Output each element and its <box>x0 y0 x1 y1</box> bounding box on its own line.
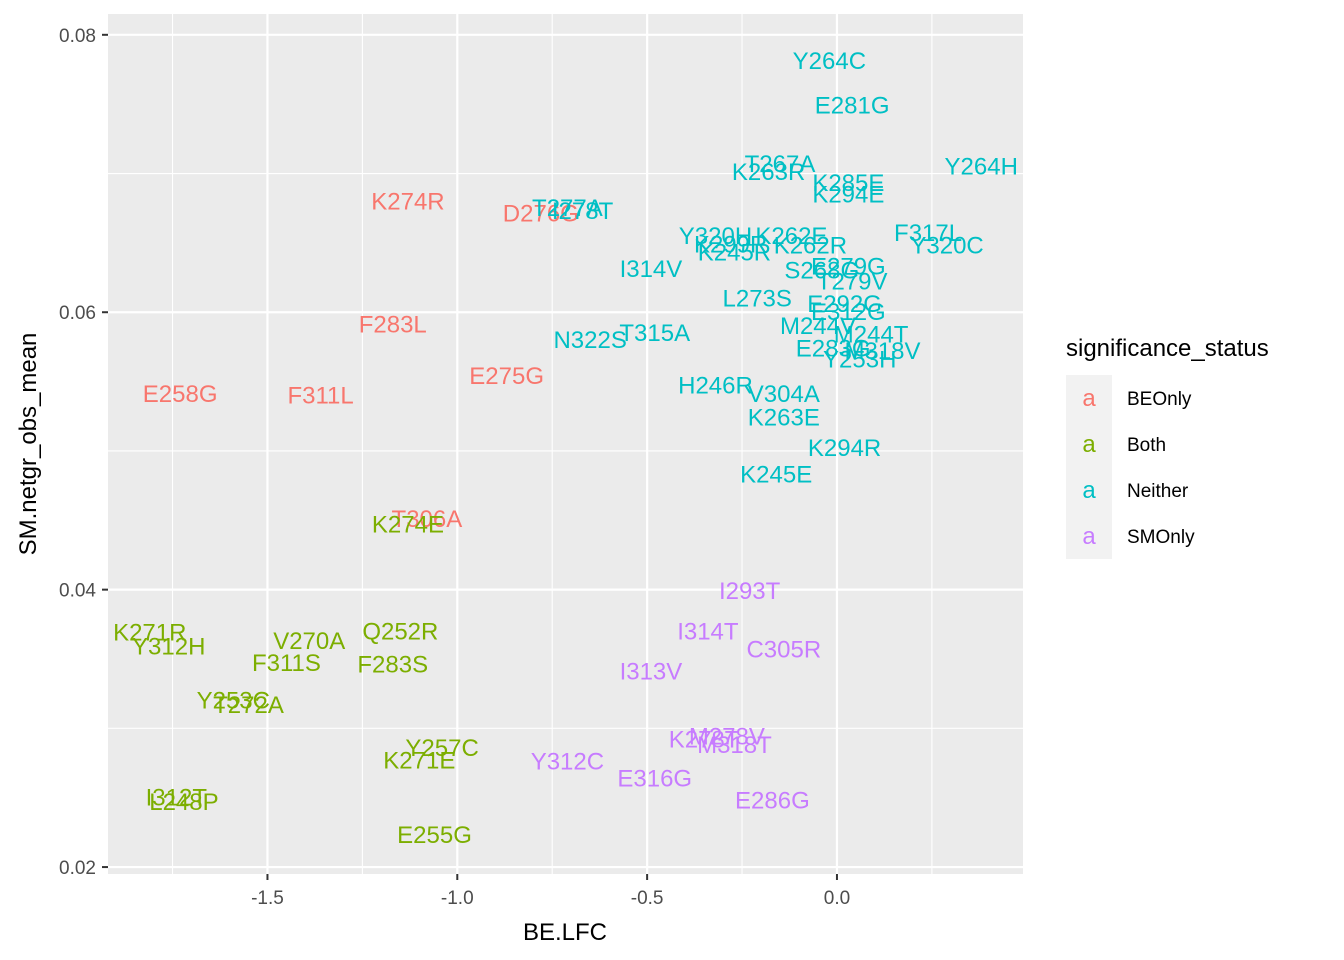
legend-entry-label: BEOnly <box>1127 389 1192 410</box>
y-axis: 0.02 0.04 0.06 0.08 <box>59 26 108 879</box>
point-label: K285E <box>812 170 884 197</box>
legend-title: significance_status <box>1066 335 1269 362</box>
point-label: K263R <box>732 159 805 186</box>
point-label: L273S <box>723 285 792 312</box>
point-label: K294R <box>808 435 881 462</box>
point-label: K263E <box>748 405 820 432</box>
point-label: K274E <box>372 511 444 538</box>
point-label: F283L <box>359 312 427 339</box>
point-label: V304A <box>748 381 820 408</box>
point-label: E312G <box>811 299 886 326</box>
point-label: I314T <box>677 618 739 645</box>
point-label: Y253H <box>823 346 896 373</box>
legend: significance_status a BEOnly a Both a Neither… <box>1066 335 1269 559</box>
legend-key-box <box>1066 513 1112 559</box>
point-label: F311S <box>252 650 321 677</box>
point-label: F317L <box>894 220 962 247</box>
legend-entry-label: SMOnly <box>1127 527 1195 548</box>
point-label: D276G <box>503 201 579 228</box>
point-label: L248P <box>149 789 218 816</box>
point-label: S268G <box>784 258 859 285</box>
point-label: F311L <box>287 382 353 409</box>
point-label: E275G <box>469 363 544 390</box>
point-label: Y257C <box>405 735 478 762</box>
point-label: I313V <box>620 658 683 685</box>
legend-key-box <box>1066 375 1112 421</box>
x-axis: -1.5 -1.0 -0.5 0.0 <box>251 874 850 909</box>
point-label: Y264C <box>793 48 866 75</box>
point-label: I278T <box>552 198 614 225</box>
point-label: V270A <box>273 628 345 655</box>
point-label: K299R <box>694 231 767 258</box>
point-label: T277A <box>532 195 603 222</box>
point-label: I314V <box>620 256 683 283</box>
point-label: K274R <box>371 188 444 215</box>
legend-key-glyph: a <box>1082 523 1096 550</box>
point-label: E281G <box>815 93 890 120</box>
y-axis-title: SM.netgr_obs_mean <box>15 333 42 556</box>
point-label: E258G <box>143 381 218 408</box>
legend-entry-label: Both <box>1127 435 1166 456</box>
point-label: Y312H <box>132 634 205 661</box>
point-label: K262E <box>755 223 827 250</box>
point-label: T306A <box>392 506 463 533</box>
point-label: M244T <box>834 321 909 348</box>
minor-gridlines <box>108 14 1023 874</box>
point-label: E255G <box>397 822 472 849</box>
legend-key-box <box>1066 467 1112 513</box>
point-label: I293T <box>719 578 781 605</box>
point-label: Y264H <box>945 154 1018 181</box>
point-label: T272A <box>213 692 284 719</box>
point-label: E279G <box>811 253 886 280</box>
point-label: T315A <box>619 320 690 347</box>
point-label: K245R <box>698 240 771 267</box>
x-tick-label: -1.0 <box>441 888 474 909</box>
point-label: K294E <box>812 181 884 208</box>
point-label: E283G <box>796 335 871 362</box>
y-tick-label: 0.08 <box>59 26 96 47</box>
x-axis-title: BE.LFC <box>523 919 607 946</box>
point-label: F283S <box>357 652 428 679</box>
point-label: K271R <box>113 620 186 647</box>
point-labels-layer: E258G F311L F283L K274R T306A E275G D276G K271R… <box>113 48 1018 849</box>
point-label: Y312C <box>531 749 604 776</box>
x-tick-label: -1.5 <box>251 888 284 909</box>
x-tick-label: 0.0 <box>824 888 850 909</box>
point-label: H246R <box>678 373 753 400</box>
point-label: E286G <box>735 787 810 814</box>
point-label: M318T <box>697 732 772 759</box>
point-label: Y320H <box>679 223 752 250</box>
point-label: E316G <box>617 765 692 792</box>
y-tick-label: 0.04 <box>59 581 96 602</box>
legend-key-glyph: a <box>1082 385 1096 412</box>
legend-key-glyph: a <box>1082 431 1096 458</box>
point-label: T267A <box>745 151 816 178</box>
point-label: M278V <box>689 724 765 751</box>
point-label: E292G <box>807 291 882 318</box>
x-tick-label: -0.5 <box>631 888 664 909</box>
point-label: I312T <box>146 785 208 812</box>
legend-key-box <box>1066 421 1112 467</box>
point-label: K271E <box>383 747 455 774</box>
y-tick-label: 0.06 <box>59 303 96 324</box>
point-label: K245E <box>740 462 812 489</box>
point-label: Y253C <box>197 688 270 715</box>
legend-entries: a BEOnly a Both a Neither a SMOnly <box>1066 375 1195 559</box>
y-tick-label: 0.02 <box>59 858 96 879</box>
point-label: C305R <box>746 636 821 663</box>
point-label: Y320C <box>910 233 983 260</box>
point-label: K278T <box>669 726 740 753</box>
point-label: Q252R <box>362 618 438 645</box>
legend-key-glyph: a <box>1082 477 1096 504</box>
legend-entry-label: Neither <box>1127 481 1189 502</box>
point-label: M244V <box>780 313 856 340</box>
point-label: K262R <box>774 233 847 260</box>
point-label: T279V <box>817 269 888 296</box>
point-label: M318V <box>844 338 920 365</box>
plot-panel-background <box>108 14 1023 874</box>
point-label: N322S <box>553 327 626 354</box>
major-gridlines <box>108 14 1023 874</box>
